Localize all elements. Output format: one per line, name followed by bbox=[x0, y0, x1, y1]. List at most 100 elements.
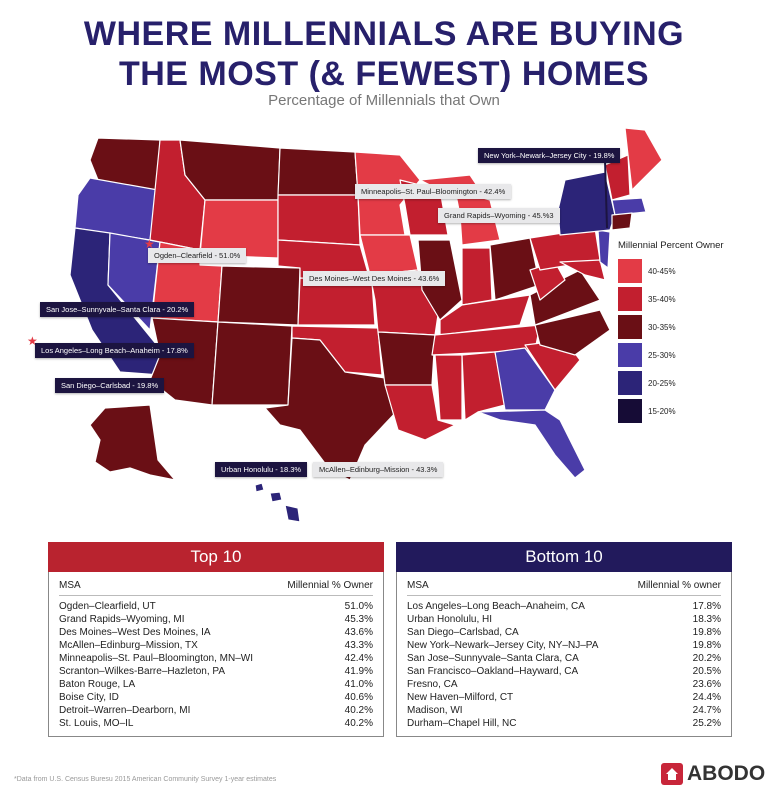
footnote: *Data from U.S. Census Buresu 2015 Ameri… bbox=[14, 776, 277, 783]
row-value: 45.3% bbox=[344, 614, 373, 625]
state-la bbox=[384, 384, 456, 441]
table-row: Scranton–Wilkes-Barre–Hazleton, PA 41.9% bbox=[59, 665, 373, 678]
legend-swatch bbox=[618, 399, 642, 423]
table-row: Minneapolis–St. Paul–Bloomington, MN–WI 4… bbox=[59, 652, 373, 665]
title-line-1: WHERE MILLENNIALS ARE BUYING bbox=[83, 15, 685, 53]
table-row: Detroit–Warren–Dearborn, MI 40.2% bbox=[59, 704, 373, 717]
state-ga bbox=[494, 347, 556, 411]
nyc-pointer-line bbox=[604, 159, 608, 229]
legend-swatch bbox=[618, 343, 642, 367]
state-nj bbox=[597, 229, 611, 269]
table-row: Madison, WI 24.7% bbox=[407, 704, 721, 717]
row-value: 20.2% bbox=[692, 653, 721, 664]
row-value: 20.5% bbox=[692, 666, 721, 677]
legend-item: 20-25% bbox=[618, 369, 768, 397]
us-map: ★ ★ bbox=[27, 127, 663, 523]
table-row: Des Moines–West Des Moines, IA 43.6% bbox=[59, 626, 373, 639]
legend-item: 30-35% bbox=[618, 313, 768, 341]
table-row: Los Angeles–Long Beach–Anaheim, CA 17.8% bbox=[407, 600, 721, 613]
row-msa: San Diego–Carlsbad, CA bbox=[407, 627, 519, 638]
row-msa: Des Moines–West Des Moines, IA bbox=[59, 627, 211, 638]
row-value: 19.8% bbox=[692, 640, 721, 651]
row-msa: Ogden–Clearfield, UT bbox=[59, 601, 156, 612]
legend-swatch bbox=[618, 371, 642, 395]
row-msa: New York–Newark–Jersey City, NY–NJ–PA bbox=[407, 640, 599, 651]
row-value: 41.9% bbox=[344, 666, 373, 677]
row-msa: Durham–Chapel Hill, NC bbox=[407, 718, 517, 729]
callout-san-jose: San Jose–Sunnyvale–Santa Clara - 20.2% bbox=[40, 302, 195, 317]
state-nc bbox=[534, 309, 611, 356]
title-line-2: THE MOST (& FEWEST) HOMES bbox=[118, 55, 650, 93]
callout-des-moines: Des Moines–West Des Moines - 43.6% bbox=[303, 271, 446, 286]
row-msa: San Jose–Sunnyvale–Santa Clara, CA bbox=[407, 653, 579, 664]
legend-swatch bbox=[618, 315, 642, 339]
top10-header: Top 10 bbox=[48, 542, 384, 572]
state-al bbox=[461, 351, 506, 421]
ogden-star-icon: ★ bbox=[144, 237, 155, 251]
top10-body: MSA Millennial % Owner Ogden–Clearfield,… bbox=[48, 572, 384, 737]
map-legend: Millennial Percent Owner 40-45% 35-40% 3… bbox=[618, 240, 768, 425]
row-value: 19.8% bbox=[692, 627, 721, 638]
row-msa: Grand Rapids–Wyoming, MI bbox=[59, 614, 185, 625]
row-msa: Los Angeles–Long Beach–Anaheim, CA bbox=[407, 601, 585, 612]
state-ia bbox=[359, 234, 419, 276]
table-row: San Diego–Carlsbad, CA 19.8% bbox=[407, 626, 721, 639]
bottom10-column-headers: MSA Millennial % owner bbox=[407, 576, 721, 596]
col-msa: MSA bbox=[407, 580, 429, 591]
table-row: St. Louis, MO–IL 40.2% bbox=[59, 717, 373, 730]
row-value: 40.6% bbox=[344, 692, 373, 703]
legend-label: 35-40% bbox=[648, 294, 676, 304]
row-value: 17.8% bbox=[692, 601, 721, 612]
callout-san-diego: San Diego–Carlsbad - 19.8% bbox=[55, 378, 165, 393]
legend-swatch bbox=[618, 259, 642, 283]
table-row: Baton Rouge, LA 41.0% bbox=[59, 678, 373, 691]
state-sd bbox=[277, 194, 361, 246]
state-ms bbox=[434, 354, 463, 421]
legend-item: 35-40% bbox=[618, 285, 768, 313]
table-row: San Jose–Sunnyvale–Santa Clara, CA 20.2% bbox=[407, 652, 721, 665]
table-row: New York–Newark–Jersey City, NY–NJ–PA 19.… bbox=[407, 639, 721, 652]
bottom10-body: MSA Millennial % owner Los Angeles–Long … bbox=[396, 572, 732, 737]
table-row: Fresno, CA 23.6% bbox=[407, 678, 721, 691]
table-row: New Haven–Milford, CT 24.4% bbox=[407, 691, 721, 704]
legend-item: 25-30% bbox=[618, 341, 768, 369]
legend-item: 15-20% bbox=[618, 397, 768, 425]
state-md bbox=[559, 259, 606, 281]
callout-minneapolis: Minneapolis–St. Paul–Bloomington - 42.4% bbox=[355, 184, 512, 199]
row-msa: San Francisco–Oakland–Hayward, CA bbox=[407, 666, 579, 677]
table-row: San Francisco–Oakland–Hayward, CA 20.5% bbox=[407, 665, 721, 678]
legend-item: 40-45% bbox=[618, 257, 768, 285]
legend-label: 25-30% bbox=[648, 350, 676, 360]
legend-label: 20-25% bbox=[648, 378, 676, 388]
row-value: 40.2% bbox=[344, 705, 373, 716]
col-value: Millennial % owner bbox=[637, 580, 721, 591]
la-star-icon: ★ bbox=[27, 334, 38, 348]
row-msa: St. Louis, MO–IL bbox=[59, 718, 134, 729]
callout-mcallen: McAllen–Edinburg–Mission - 43.3% bbox=[313, 462, 444, 477]
row-msa: New Haven–Milford, CT bbox=[407, 692, 514, 703]
table-row: Boise City, ID 40.6% bbox=[59, 691, 373, 704]
table-row: Ogden–Clearfield, UT 51.0% bbox=[59, 600, 373, 613]
row-value: 18.3% bbox=[692, 614, 721, 625]
state-nd bbox=[277, 147, 359, 196]
state-fl bbox=[477, 409, 586, 479]
row-value: 43.3% bbox=[344, 640, 373, 651]
row-value: 41.0% bbox=[344, 679, 373, 690]
col-msa: MSA bbox=[59, 580, 81, 591]
row-msa: Minneapolis–St. Paul–Bloomington, MN–WI bbox=[59, 653, 253, 664]
state-in bbox=[461, 247, 493, 306]
row-msa: Detroit–Warren–Dearborn, MI bbox=[59, 705, 191, 716]
callout-ogden: Ogden–Clearfield - 51.0% bbox=[148, 248, 247, 263]
row-msa: Fresno, CA bbox=[407, 679, 458, 690]
callout-los-angeles: Los Angeles–Long Beach–Anaheim - 17.8% bbox=[35, 343, 194, 358]
top10-column-headers: MSA Millennial % Owner bbox=[59, 576, 373, 596]
bottom10-table: Bottom 10 MSA Millennial % owner Los Ang… bbox=[396, 542, 732, 737]
state-co bbox=[217, 265, 301, 326]
legend-title: Millennial Percent Owner bbox=[618, 240, 724, 251]
row-value: 25.2% bbox=[692, 718, 721, 729]
row-msa: Scranton–Wilkes-Barre–Hazleton, PA bbox=[59, 666, 225, 677]
row-msa: Urban Honolulu, HI bbox=[407, 614, 493, 625]
table-row: Durham–Chapel Hill, NC 25.2% bbox=[407, 717, 721, 730]
state-nm bbox=[211, 321, 293, 406]
row-value: 42.4% bbox=[344, 653, 373, 664]
